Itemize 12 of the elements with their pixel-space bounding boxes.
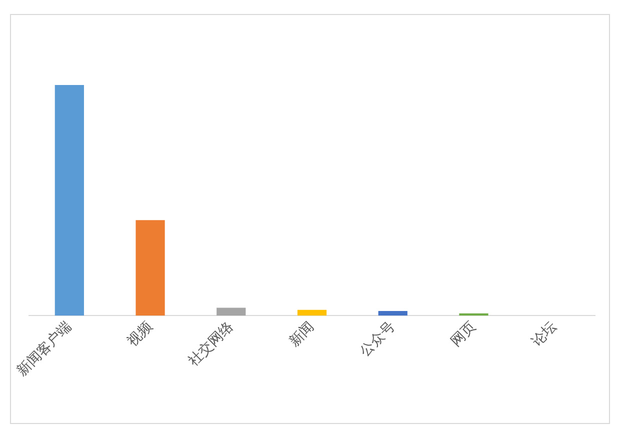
x-tick-label: 网页 <box>448 318 480 350</box>
x-tick-label: 社交网络 <box>186 318 237 370</box>
bar <box>297 310 327 316</box>
bar <box>136 220 165 316</box>
x-tick-label: 视频 <box>124 318 156 350</box>
bar <box>54 85 84 316</box>
bar <box>216 308 246 316</box>
x-tick-label: 新闻 <box>286 318 318 350</box>
x-tick-label: 论坛 <box>528 318 560 350</box>
x-tick-label: 新闻客户端 <box>14 318 75 380</box>
x-tick-label: 公众号 <box>357 318 398 360</box>
bar <box>378 311 408 316</box>
